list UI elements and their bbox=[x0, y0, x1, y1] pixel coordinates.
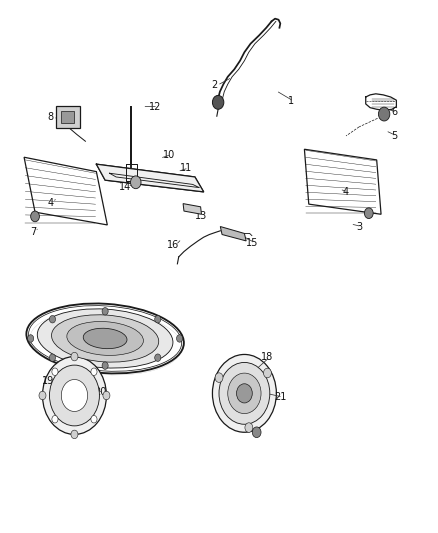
Circle shape bbox=[28, 335, 34, 342]
Circle shape bbox=[219, 362, 270, 424]
Circle shape bbox=[131, 176, 141, 189]
Text: 4: 4 bbox=[343, 187, 349, 197]
Circle shape bbox=[91, 416, 97, 423]
Circle shape bbox=[252, 427, 261, 438]
Text: 11: 11 bbox=[180, 163, 192, 173]
Circle shape bbox=[212, 354, 276, 432]
Text: 13: 13 bbox=[195, 211, 208, 221]
Ellipse shape bbox=[37, 309, 173, 368]
Text: 14: 14 bbox=[119, 182, 131, 191]
Circle shape bbox=[103, 391, 110, 400]
Text: 6: 6 bbox=[391, 107, 397, 117]
Text: 19: 19 bbox=[42, 376, 54, 386]
Circle shape bbox=[237, 384, 252, 403]
Circle shape bbox=[49, 354, 56, 361]
Polygon shape bbox=[183, 204, 201, 214]
Circle shape bbox=[52, 416, 58, 423]
Circle shape bbox=[49, 365, 99, 426]
Circle shape bbox=[71, 352, 78, 361]
Circle shape bbox=[364, 208, 373, 219]
Circle shape bbox=[61, 379, 88, 411]
Text: 22: 22 bbox=[84, 326, 96, 335]
Ellipse shape bbox=[52, 315, 159, 362]
FancyBboxPatch shape bbox=[61, 111, 74, 123]
Circle shape bbox=[102, 362, 108, 369]
Text: 16: 16 bbox=[167, 240, 179, 250]
Text: 4: 4 bbox=[47, 198, 53, 207]
Text: 1: 1 bbox=[288, 96, 294, 106]
Polygon shape bbox=[24, 157, 107, 225]
Polygon shape bbox=[96, 164, 204, 192]
FancyBboxPatch shape bbox=[56, 106, 80, 128]
Circle shape bbox=[71, 430, 78, 439]
Text: 18: 18 bbox=[261, 352, 273, 362]
Circle shape bbox=[31, 211, 39, 222]
Polygon shape bbox=[220, 227, 246, 241]
Circle shape bbox=[155, 354, 161, 361]
Text: 8: 8 bbox=[47, 112, 53, 122]
Text: 12: 12 bbox=[149, 102, 162, 111]
Text: 15: 15 bbox=[246, 238, 258, 247]
Circle shape bbox=[215, 373, 223, 382]
Circle shape bbox=[212, 95, 224, 109]
Text: 5: 5 bbox=[391, 131, 397, 141]
Text: 2: 2 bbox=[212, 80, 218, 90]
Circle shape bbox=[52, 368, 58, 375]
Circle shape bbox=[378, 107, 390, 121]
Text: 10: 10 bbox=[162, 150, 175, 159]
Circle shape bbox=[155, 316, 161, 323]
Text: 21: 21 bbox=[274, 392, 286, 402]
Ellipse shape bbox=[67, 321, 143, 356]
Polygon shape bbox=[304, 149, 381, 214]
Circle shape bbox=[245, 423, 253, 432]
Circle shape bbox=[264, 368, 272, 378]
Circle shape bbox=[91, 368, 97, 375]
Text: 7: 7 bbox=[30, 227, 36, 237]
Text: 20: 20 bbox=[95, 387, 107, 397]
Circle shape bbox=[39, 391, 46, 400]
Text: 3: 3 bbox=[356, 222, 362, 231]
Ellipse shape bbox=[83, 328, 127, 349]
Circle shape bbox=[49, 316, 56, 323]
Circle shape bbox=[102, 308, 108, 315]
Circle shape bbox=[177, 335, 183, 342]
Circle shape bbox=[42, 357, 106, 434]
Circle shape bbox=[228, 373, 261, 414]
